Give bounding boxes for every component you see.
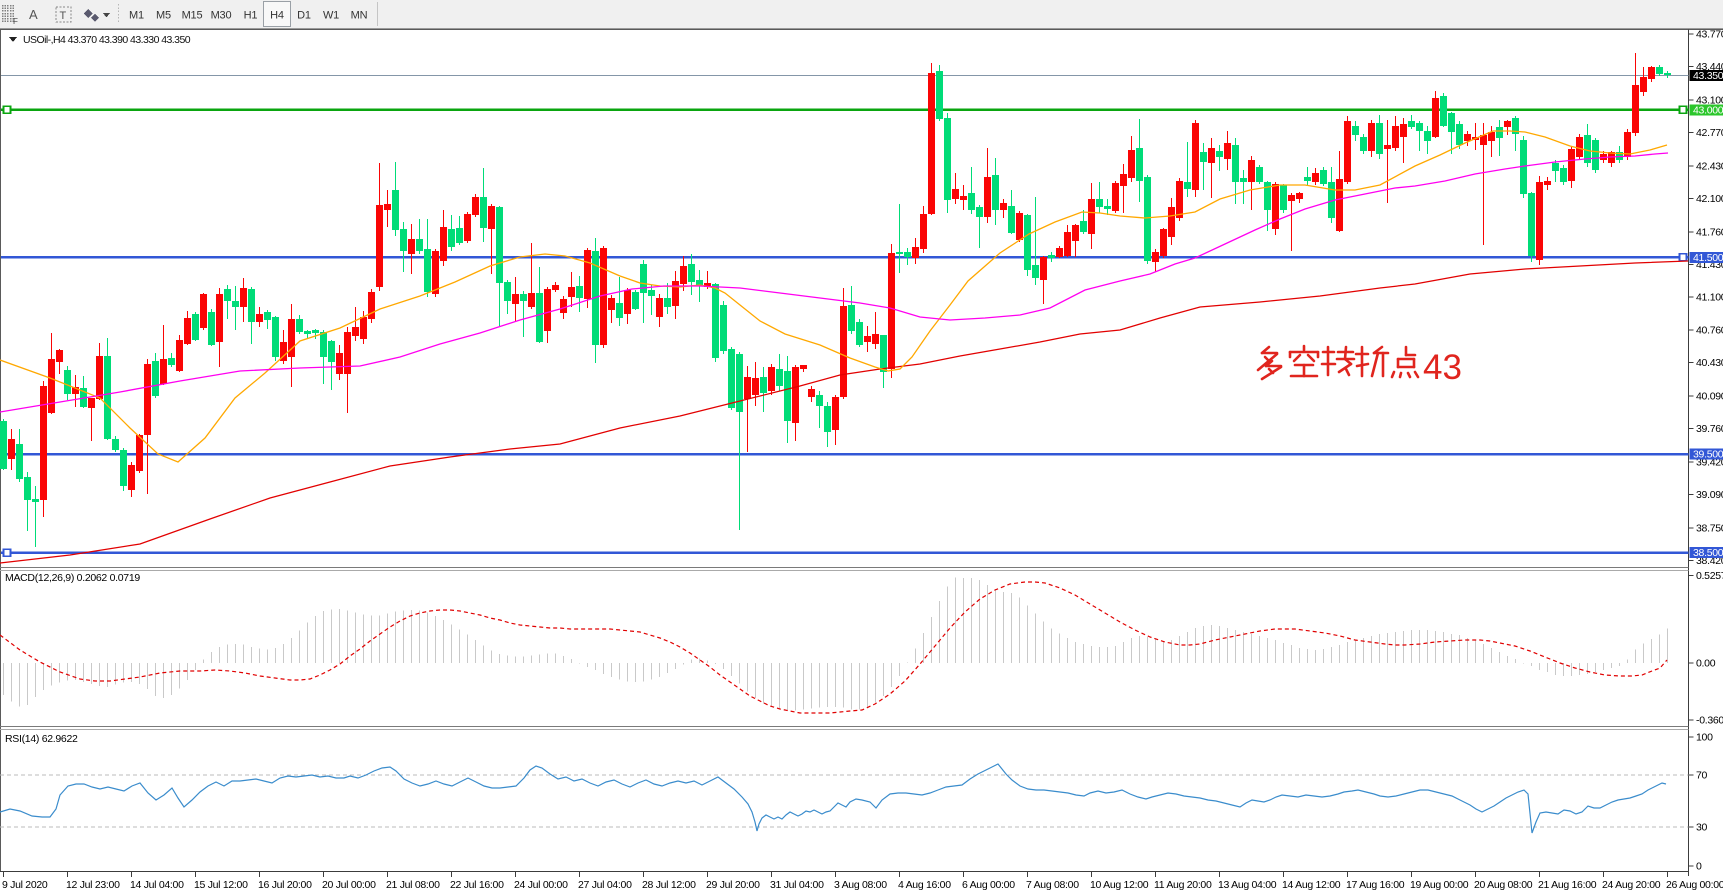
svg-text:21 Jul 08:00: 21 Jul 08:00	[386, 879, 440, 891]
svg-text:11 Aug 20:00: 11 Aug 20:00	[1154, 879, 1212, 891]
svg-text:70: 70	[1696, 770, 1708, 782]
svg-text:43.000: 43.000	[1693, 104, 1723, 116]
svg-text:19 Aug 00:00: 19 Aug 00:00	[1410, 879, 1469, 891]
svg-text:40.760: 40.760	[1696, 325, 1723, 337]
svg-text:17 Aug 16:00: 17 Aug 16:00	[1346, 879, 1405, 891]
svg-text:0.00: 0.00	[1696, 658, 1716, 670]
svg-text:27 Jul 04:00: 27 Jul 04:00	[578, 879, 632, 891]
svg-text:20 Jul 00:00: 20 Jul 00:00	[322, 879, 376, 891]
svg-text:43.350: 43.350	[1693, 70, 1723, 82]
svg-text:38.500: 38.500	[1693, 547, 1723, 559]
svg-text:M5: M5	[156, 10, 171, 22]
svg-text:42.100: 42.100	[1696, 193, 1723, 205]
svg-text:21 Aug 16:00: 21 Aug 16:00	[1538, 879, 1597, 891]
svg-text:0.5257: 0.5257	[1696, 570, 1723, 582]
svg-text:14 Jul 04:00: 14 Jul 04:00	[130, 879, 184, 891]
svg-text:24 Aug 20:00: 24 Aug 20:00	[1602, 879, 1661, 891]
svg-text:42.770: 42.770	[1696, 127, 1723, 139]
svg-text:41.100: 41.100	[1696, 291, 1723, 303]
svg-text:0: 0	[1696, 861, 1702, 873]
svg-text:H1: H1	[244, 10, 258, 22]
svg-text:USOil-,H4 43.370 43.390 43.33: USOil-,H4 43.370 43.390 43.330 43.350	[23, 34, 191, 46]
svg-text:42.430: 42.430	[1696, 160, 1723, 172]
svg-text:43.770: 43.770	[1696, 29, 1723, 41]
svg-text:20 Aug 08:00: 20 Aug 08:00	[1474, 879, 1533, 891]
svg-text:26 Aug 00:00: 26 Aug 00:00	[1666, 879, 1723, 891]
svg-text:24 Jul 00:00: 24 Jul 00:00	[514, 879, 568, 891]
svg-text:MACD(12,26,9) 0.2062 0.0719: MACD(12,26,9) 0.2062 0.0719	[5, 572, 140, 584]
svg-text:12 Jul 23:00: 12 Jul 23:00	[66, 879, 120, 891]
svg-text:14 Aug 12:00: 14 Aug 12:00	[1282, 879, 1341, 891]
svg-text:22 Jul 16:00: 22 Jul 16:00	[450, 879, 504, 891]
svg-text:A: A	[29, 7, 38, 22]
svg-text:F: F	[13, 17, 18, 26]
svg-text:38.750: 38.750	[1696, 523, 1723, 535]
svg-text:M1: M1	[129, 10, 144, 22]
svg-text:RSI(14) 62.9622: RSI(14) 62.9622	[5, 733, 78, 745]
svg-text:13 Aug 04:00: 13 Aug 04:00	[1218, 879, 1277, 891]
svg-text:7 Aug 08:00: 7 Aug 08:00	[1026, 879, 1079, 891]
svg-text:29 Jul 20:00: 29 Jul 20:00	[706, 879, 760, 891]
svg-text:4 Aug 16:00: 4 Aug 16:00	[898, 879, 951, 891]
svg-text:100: 100	[1696, 732, 1713, 744]
svg-text:-0.3603: -0.3603	[1696, 715, 1723, 727]
svg-text:9 Jul 2020: 9 Jul 2020	[2, 879, 48, 891]
svg-text:M15: M15	[182, 10, 203, 22]
svg-text:31 Jul 04:00: 31 Jul 04:00	[770, 879, 824, 891]
svg-text:D1: D1	[297, 10, 311, 22]
svg-text:H4: H4	[270, 10, 284, 22]
svg-text:41.500: 41.500	[1693, 252, 1723, 264]
svg-text:41.760: 41.760	[1696, 226, 1723, 238]
svg-text:40.430: 40.430	[1696, 357, 1723, 369]
svg-text:43.100: 43.100	[1696, 95, 1723, 107]
svg-text:40.090: 40.090	[1696, 391, 1723, 403]
svg-text:43: 43	[1423, 348, 1462, 387]
svg-text:39.090: 39.090	[1696, 489, 1723, 501]
svg-text:39.760: 39.760	[1696, 423, 1723, 435]
svg-text:10 Aug 12:00: 10 Aug 12:00	[1090, 879, 1149, 891]
svg-text:M30: M30	[211, 10, 232, 22]
svg-text:6 Aug 00:00: 6 Aug 00:00	[962, 879, 1015, 891]
svg-text:16 Jul 20:00: 16 Jul 20:00	[258, 879, 312, 891]
svg-text:39.500: 39.500	[1693, 449, 1723, 461]
svg-text:MN: MN	[351, 10, 368, 22]
svg-text:3 Aug 08:00: 3 Aug 08:00	[834, 879, 887, 891]
svg-text:T: T	[60, 10, 67, 22]
svg-text:30: 30	[1696, 822, 1708, 834]
svg-text:28 Jul 12:00: 28 Jul 12:00	[642, 879, 696, 891]
svg-text:15 Jul 12:00: 15 Jul 12:00	[194, 879, 248, 891]
svg-text:W1: W1	[323, 10, 339, 22]
